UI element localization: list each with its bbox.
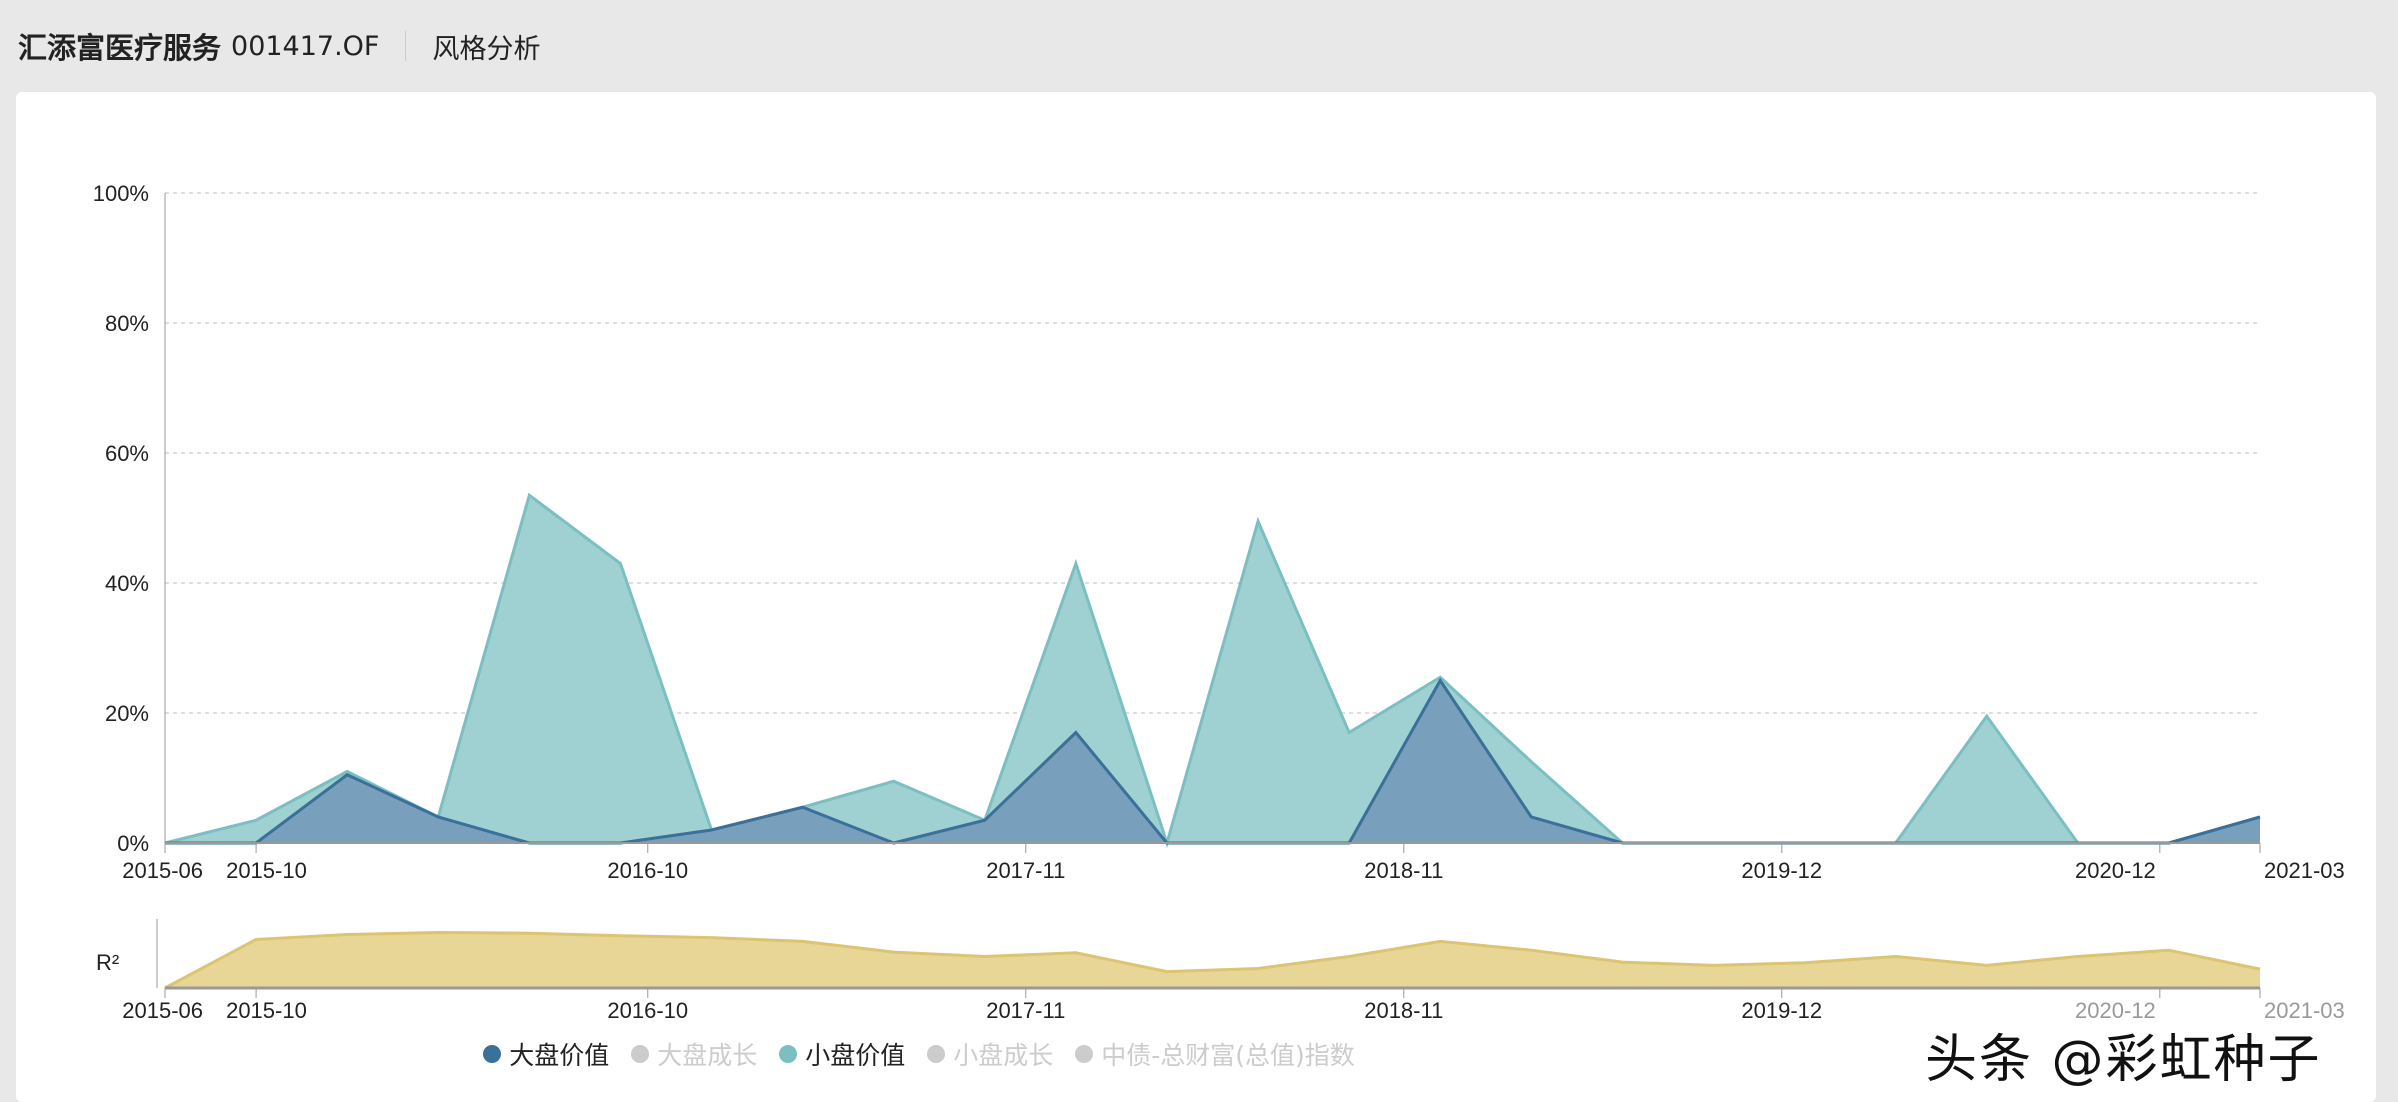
mini-x-tick-label: 2015-10	[226, 998, 307, 1023]
y-tick-label: 0%	[117, 831, 149, 856]
legend-label: 小盘成长	[953, 1041, 1054, 1070]
y-tick-label: 40%	[105, 571, 149, 596]
mini-x-tick-label: 2020-12	[2075, 998, 2156, 1023]
mini-x-tick-label: 2018-11	[1364, 998, 1443, 1023]
legend-item[interactable]: 大盘价值	[483, 1036, 609, 1072]
mini-x-tick-label: 2015-06	[122, 998, 203, 1023]
legend-dot-icon	[483, 1045, 502, 1063]
x-tick-label: 2018-11	[1364, 858, 1443, 883]
x-tick-label: 2019-12	[1741, 858, 1822, 883]
y-tick-label: 100%	[93, 181, 149, 206]
legend-item[interactable]: 小盘价值	[779, 1036, 905, 1072]
fund-code: 001417.OF	[231, 30, 380, 62]
legend-label: 中债-总财富(总值)指数	[1101, 1041, 1355, 1070]
y-axis-label: R²	[96, 950, 119, 975]
x-tick-label: 2017-11	[986, 858, 1065, 883]
line-小盘价值	[164, 492, 2261, 849]
y-tick-label: 80%	[105, 311, 149, 336]
y-tick-label: 60%	[105, 441, 149, 466]
section-title[interactable]: 风格分析	[432, 33, 541, 65]
legend-item[interactable]: 中债-总财富(总值)指数	[1075, 1036, 1355, 1072]
legend-label: 大盘成长	[657, 1041, 758, 1070]
legend: 大盘价值 大盘成长 小盘价值 小盘成长 中债-总财富(总值)指数	[0, 1036, 2118, 1072]
x-tick-label: 2015-10	[226, 858, 307, 883]
r2-line	[164, 931, 2261, 990]
x-tick-label: 2020-12	[2075, 858, 2156, 883]
fund-name: 汇添富医疗服务	[18, 31, 222, 65]
mini-x-tick-label: 2017-11	[986, 998, 1065, 1023]
page-header: 汇添富医疗服务 001417.OF 风格分析	[18, 24, 540, 68]
area-大盘价值	[165, 680, 2260, 843]
divider	[405, 31, 407, 61]
legend-item[interactable]: 小盘成长	[927, 1036, 1053, 1072]
mini-x-tick-label: 2021-03	[2264, 998, 2345, 1023]
legend-dot-icon	[927, 1045, 946, 1063]
watermark: 头条 @彩虹种子	[1925, 1030, 2322, 1090]
x-tick-label: 2015-06	[122, 858, 203, 883]
legend-label: 大盘价值	[509, 1041, 610, 1070]
legend-dot-icon	[1075, 1045, 1094, 1063]
x-tick-label: 2021-03	[2264, 858, 2345, 883]
legend-dot-icon	[779, 1045, 798, 1063]
legend-dot-icon	[631, 1045, 650, 1063]
r2-area	[165, 932, 2260, 988]
x-tick-label: 2016-10	[607, 858, 688, 883]
legend-item[interactable]: 大盘成长	[631, 1036, 757, 1072]
legend-label: 小盘价值	[805, 1041, 906, 1070]
mini-x-tick-label: 2019-12	[1741, 998, 1822, 1023]
mini-x-tick-label: 2016-10	[607, 998, 688, 1023]
y-tick-label: 20%	[105, 701, 149, 726]
